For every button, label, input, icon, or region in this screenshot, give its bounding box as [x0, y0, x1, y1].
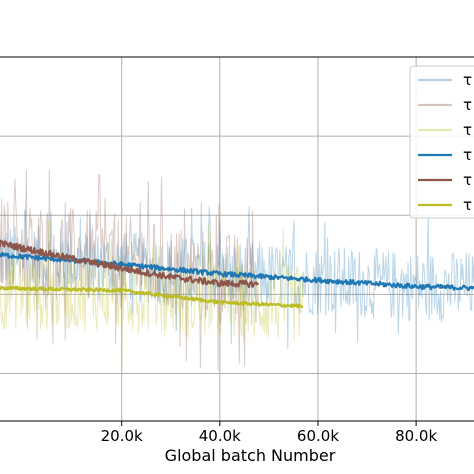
series-smoothed-line [0, 239, 259, 289]
x-tick-label: 40.0k [199, 427, 241, 445]
legend-label: τ [463, 71, 472, 89]
series-raw-line [0, 169, 260, 371]
x-axis: 20.0k 40.0k 60.0k 80.0k [101, 421, 437, 445]
series-smoothed-line [0, 285, 304, 309]
legend-label: τ [463, 171, 472, 189]
legend-label: τ [463, 146, 472, 164]
series-raw-line [0, 202, 474, 350]
x-tick-label: 80.0k [395, 427, 437, 445]
legend-label: τ [463, 96, 472, 114]
x-tick-label: 20.0k [101, 427, 143, 445]
x-tick-label: 60.0k [297, 427, 339, 445]
plot-frame [0, 56, 474, 422]
plot-area [0, 169, 474, 372]
legend-label: τ [463, 196, 472, 214]
x-axis-label: Global batch Number [165, 446, 336, 465]
legend-label: τ [463, 121, 472, 139]
